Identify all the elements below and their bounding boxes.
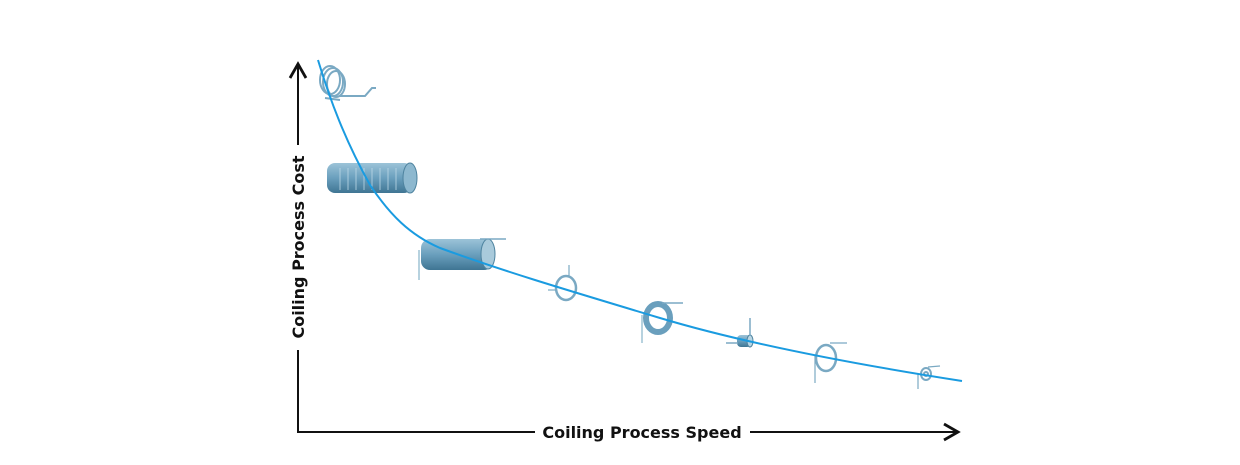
x-axis-label: Coiling Process Speed — [542, 423, 741, 442]
x-axis: Coiling Process Speed — [297, 422, 961, 442]
wide-torsion-spring-icon — [641, 301, 683, 343]
long-extension-spring-icon — [327, 162, 418, 194]
cost-speed-curve — [317, 59, 963, 382]
loop-torsion-spring-icon — [814, 342, 847, 383]
y-axis-label: Coiling Process Cost — [289, 155, 308, 338]
single-loop-torsion-spring-icon — [548, 265, 578, 302]
small-torsion-spring-icon — [726, 318, 754, 348]
y-axis: Coiling Process Cost — [288, 61, 308, 432]
